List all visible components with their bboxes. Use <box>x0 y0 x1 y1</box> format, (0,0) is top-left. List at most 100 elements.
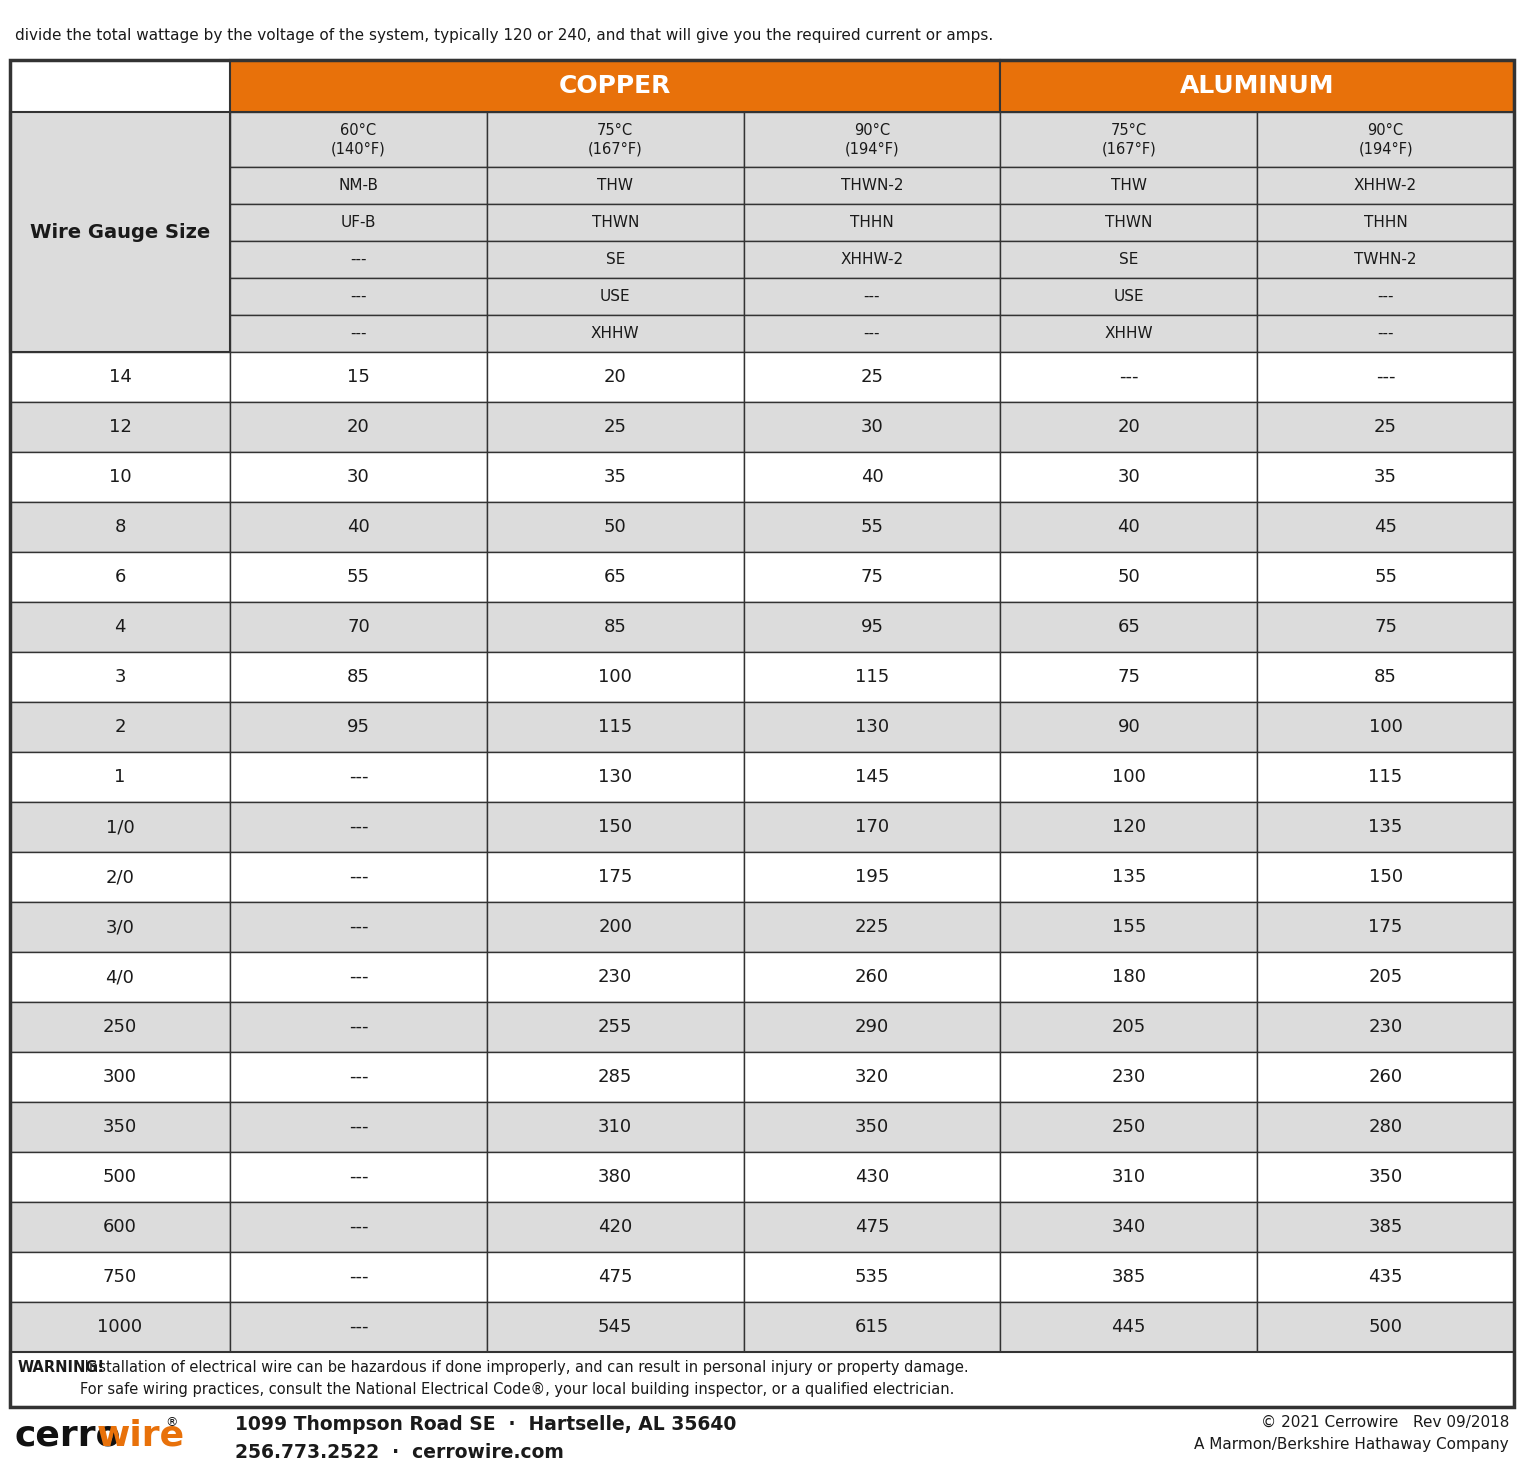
Bar <box>744 1002 1000 1052</box>
Text: 1099 Thompson Road SE  ·  Hartselle, AL 35640: 1099 Thompson Road SE · Hartselle, AL 35… <box>235 1415 736 1434</box>
Bar <box>1000 61 1513 112</box>
Text: THWN-2: THWN-2 <box>841 178 904 192</box>
Bar <box>1257 1052 1513 1103</box>
Bar <box>1000 167 1257 204</box>
Text: 430: 430 <box>855 1168 888 1185</box>
Text: 50: 50 <box>604 518 626 536</box>
Bar <box>486 802 744 852</box>
Text: 145: 145 <box>855 768 888 786</box>
Bar <box>11 901 230 952</box>
Text: 535: 535 <box>855 1268 888 1286</box>
Bar <box>230 1052 486 1103</box>
Bar <box>230 653 486 702</box>
Text: 100: 100 <box>1369 718 1402 736</box>
Bar <box>1000 752 1257 802</box>
Text: 615: 615 <box>855 1319 888 1336</box>
Text: 2: 2 <box>114 718 126 736</box>
Bar <box>1257 852 1513 901</box>
Text: 385: 385 <box>1111 1268 1146 1286</box>
Bar <box>230 852 486 901</box>
Text: Installation of electrical wire can be hazardous if done improperly, and can res: Installation of electrical wire can be h… <box>79 1360 969 1397</box>
Bar <box>486 653 744 702</box>
Text: 340: 340 <box>1111 1218 1146 1236</box>
Text: 75: 75 <box>861 568 884 586</box>
Bar <box>486 1052 744 1103</box>
Bar <box>486 1103 744 1151</box>
Text: 40: 40 <box>861 468 884 485</box>
Bar <box>1000 1302 1257 1353</box>
Text: ---: --- <box>864 326 881 340</box>
Text: 500: 500 <box>104 1168 137 1185</box>
Text: 600: 600 <box>104 1218 137 1236</box>
Bar <box>486 552 744 602</box>
Text: ---: --- <box>349 918 369 935</box>
Bar <box>1000 278 1257 315</box>
Bar <box>1000 352 1257 403</box>
Text: ---: --- <box>864 289 881 303</box>
Text: 30: 30 <box>861 417 884 437</box>
Text: THWN: THWN <box>1105 215 1152 229</box>
Text: XHHW: XHHW <box>591 326 640 340</box>
Text: ---: --- <box>349 1218 369 1236</box>
Text: 25: 25 <box>861 369 884 386</box>
Bar <box>486 901 744 952</box>
Text: © 2021 Cerrowire   Rev 09/2018
A Marmon/Berkshire Hathaway Company: © 2021 Cerrowire Rev 09/2018 A Marmon/Be… <box>1195 1415 1509 1452</box>
Bar <box>486 1202 744 1252</box>
Bar <box>486 451 744 502</box>
Text: 475: 475 <box>597 1268 632 1286</box>
Text: 65: 65 <box>1117 619 1140 636</box>
Text: 350: 350 <box>855 1117 888 1137</box>
Text: 115: 115 <box>1369 768 1402 786</box>
Text: ®: ® <box>165 1416 177 1430</box>
Bar <box>486 702 744 752</box>
Bar <box>744 702 1000 752</box>
Text: 280: 280 <box>1369 1117 1402 1137</box>
Bar <box>230 602 486 653</box>
Text: 130: 130 <box>855 718 888 736</box>
Bar <box>486 278 744 315</box>
Text: ---: --- <box>349 1117 369 1137</box>
Bar <box>744 802 1000 852</box>
Text: 55: 55 <box>861 518 884 536</box>
Bar <box>230 952 486 1002</box>
Text: 250: 250 <box>1111 1117 1146 1137</box>
Text: 150: 150 <box>597 818 632 836</box>
Text: 95: 95 <box>861 619 884 636</box>
Bar <box>1257 241 1513 278</box>
Text: 40: 40 <box>1117 518 1140 536</box>
Text: 100: 100 <box>599 667 632 687</box>
Bar <box>744 1103 1000 1151</box>
Text: 260: 260 <box>855 968 888 986</box>
Text: 35: 35 <box>604 468 626 485</box>
Bar <box>486 352 744 403</box>
Text: 8: 8 <box>114 518 125 536</box>
Text: 205: 205 <box>1111 1018 1146 1036</box>
Text: 40: 40 <box>347 518 370 536</box>
Text: 35: 35 <box>1375 468 1398 485</box>
Bar <box>230 1302 486 1353</box>
Text: ---: --- <box>349 818 369 836</box>
Text: 260: 260 <box>1369 1069 1402 1086</box>
Bar <box>744 204 1000 241</box>
Text: 155: 155 <box>1111 918 1146 935</box>
Bar <box>230 352 486 403</box>
Text: SE: SE <box>605 252 625 266</box>
Bar <box>1000 852 1257 901</box>
Bar <box>11 1103 230 1151</box>
Text: USE: USE <box>600 289 631 303</box>
Text: 3/0: 3/0 <box>105 918 134 935</box>
Text: 115: 115 <box>597 718 632 736</box>
Text: UF-B: UF-B <box>341 215 376 229</box>
Bar <box>11 552 230 602</box>
Bar <box>1000 1252 1257 1302</box>
Bar <box>230 278 486 315</box>
Bar <box>744 1252 1000 1302</box>
Text: ---: --- <box>351 252 367 266</box>
Text: 3: 3 <box>114 667 126 687</box>
Text: 85: 85 <box>604 619 626 636</box>
Bar <box>486 602 744 653</box>
Text: 230: 230 <box>1369 1018 1402 1036</box>
Bar <box>1257 802 1513 852</box>
Bar <box>1000 901 1257 952</box>
Bar <box>230 702 486 752</box>
